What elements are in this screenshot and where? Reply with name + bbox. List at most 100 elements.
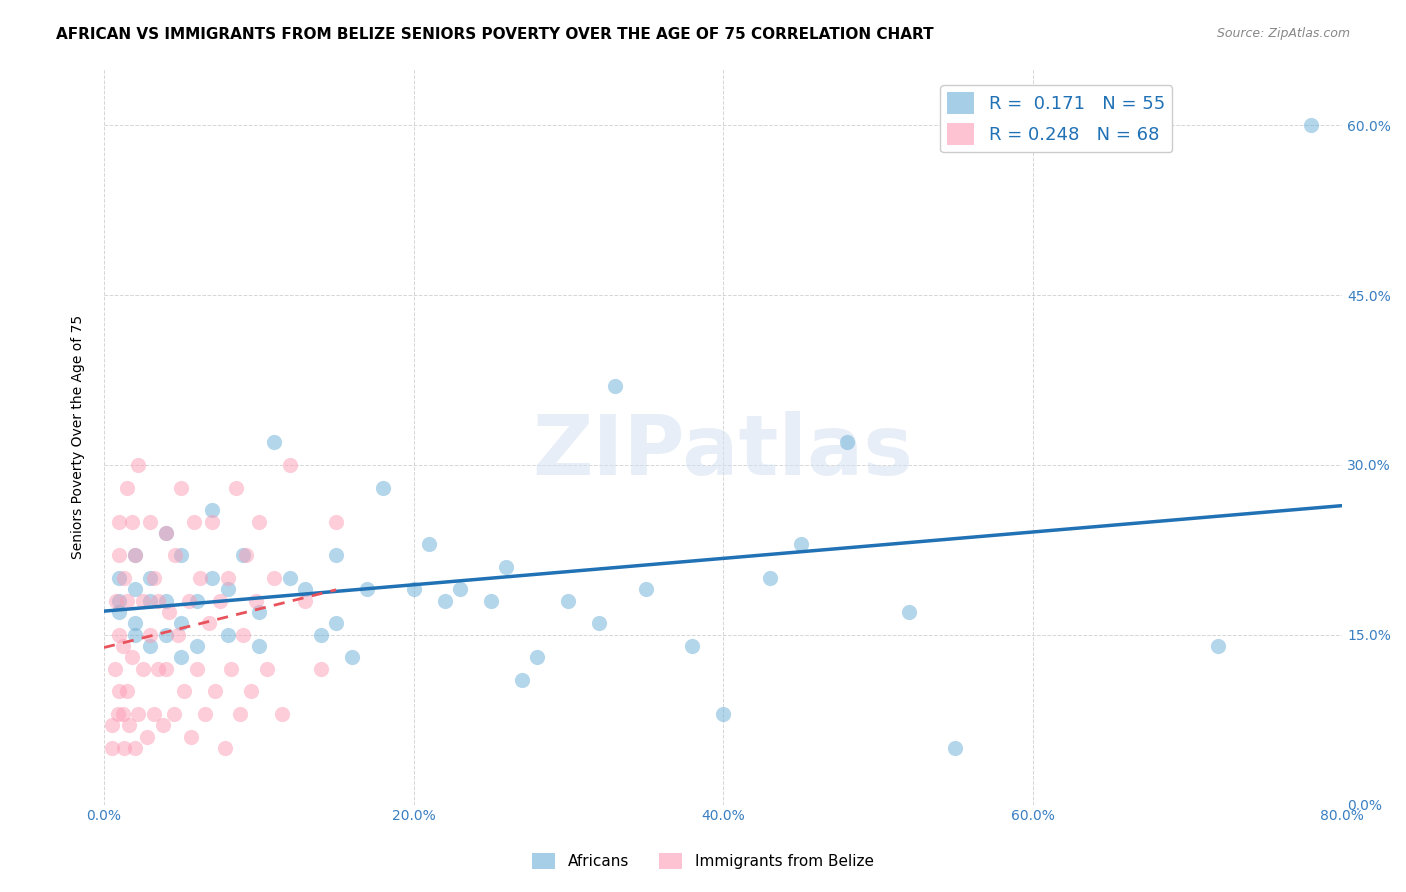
Point [139,594,162,608]
Point [104,662,127,676]
Point [115,594,138,608]
Point [225,481,247,495]
Point [142,571,165,585]
Point [510,673,533,687]
Point [263,435,285,450]
Point [217,582,239,597]
Point [198,616,221,631]
Point [278,571,301,585]
Legend: Africans, Immigrants from Belize: Africans, Immigrants from Belize [526,847,880,875]
Point [186,662,208,676]
Point [173,684,195,698]
Text: AFRICAN VS IMMIGRANTS FROM BELIZE SENIORS POVERTY OVER THE AGE OF 75 CORRELATION: AFRICAN VS IMMIGRANTS FROM BELIZE SENIOR… [56,27,934,42]
Point [433,594,456,608]
Point [108,571,131,585]
Point [139,628,162,642]
Point [188,571,211,585]
Point [294,594,316,608]
Point [124,582,146,597]
Point [115,684,138,698]
Point [219,662,242,676]
Point [170,616,193,631]
Point [232,549,254,563]
Point [146,662,169,676]
Point [152,718,174,732]
Point [325,616,347,631]
Point [217,628,239,642]
Point [247,515,270,529]
Point [256,662,278,676]
Point [167,628,190,642]
Point [294,582,316,597]
Point [1301,118,1323,132]
Point [245,594,267,608]
Point [108,684,131,698]
Point [124,628,146,642]
Point [758,571,780,585]
Point [155,594,177,608]
Point [557,594,579,608]
Point [180,730,202,744]
Point [217,571,239,585]
Point [155,525,177,540]
Point [131,594,153,608]
Point [105,594,128,608]
Point [371,481,394,495]
Point [165,549,187,563]
Point [681,639,703,653]
Point [136,730,159,744]
Point [634,582,657,597]
Text: ZIPatlas: ZIPatlas [533,411,914,491]
Point [247,605,270,619]
Point [194,706,217,721]
Point [325,549,347,563]
Point [247,639,270,653]
Point [449,582,471,597]
Point [100,718,122,732]
Point [124,549,146,563]
Point [118,718,141,732]
Point [111,706,134,721]
Point [124,549,146,563]
Point [588,616,610,631]
Point [131,662,153,676]
Point [418,537,440,551]
Point [526,650,548,665]
Point [402,582,425,597]
Point [356,582,378,597]
Point [108,549,131,563]
Point [108,605,131,619]
Point [170,650,193,665]
Point [139,515,162,529]
Point [139,639,162,653]
Point [155,662,177,676]
Point [229,706,252,721]
Point [111,639,134,653]
Point [603,378,626,392]
Point [479,594,502,608]
Point [112,571,135,585]
Point [146,594,169,608]
Point [163,706,186,721]
Point [235,549,257,563]
Point [271,706,294,721]
Point [240,684,263,698]
Legend: R =  0.171   N = 55, R = 0.248   N = 68: R = 0.171 N = 55, R = 0.248 N = 68 [941,85,1173,153]
Point [179,594,201,608]
Point [183,515,205,529]
Point [835,435,858,450]
Point [186,639,208,653]
Point [121,650,143,665]
Point [943,741,966,756]
Point [108,594,131,608]
Point [107,706,129,721]
Point [789,537,811,551]
Point [340,650,363,665]
Y-axis label: Seniors Poverty Over the Age of 75: Seniors Poverty Over the Age of 75 [72,315,86,558]
Point [108,515,131,529]
Point [1208,639,1230,653]
Point [711,706,734,721]
Point [186,594,208,608]
Point [139,571,162,585]
Point [170,549,193,563]
